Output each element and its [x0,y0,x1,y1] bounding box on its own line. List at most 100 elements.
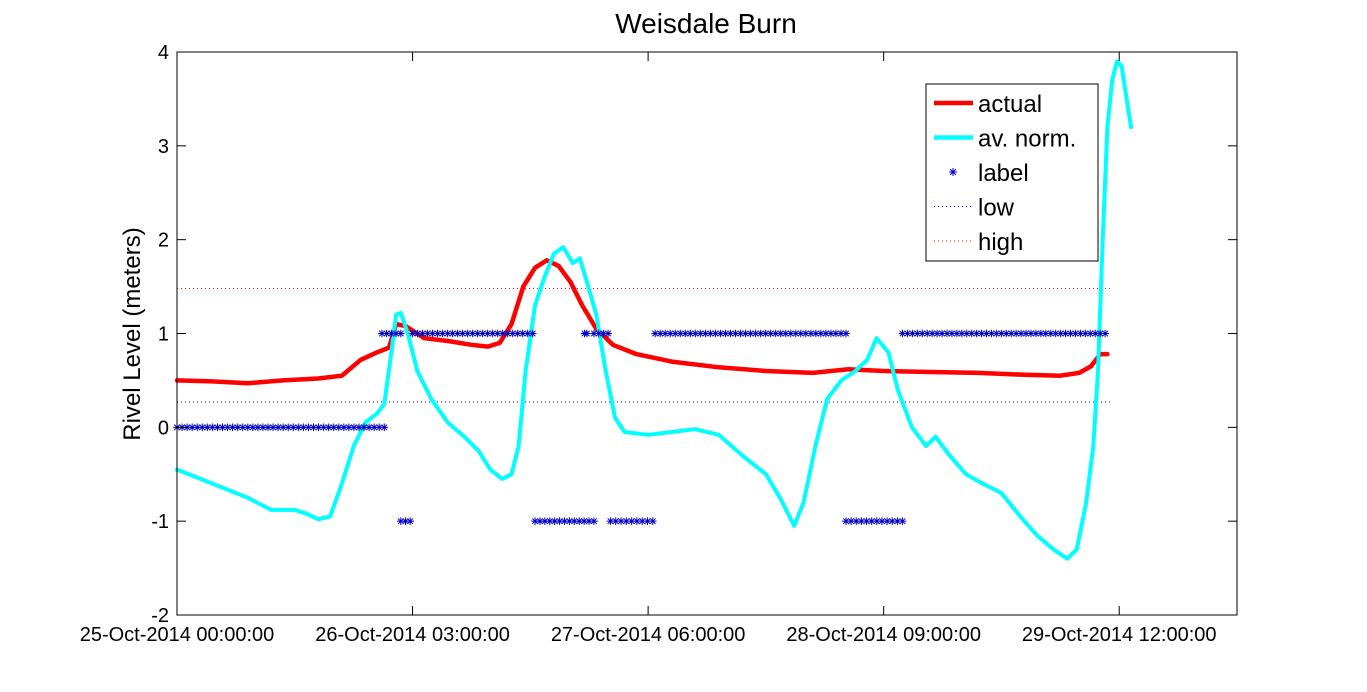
label-marker [908,329,917,338]
label-marker [183,423,191,432]
x-tick-label: 25-Oct-2014 00:00:00 [80,624,275,646]
label-marker [933,329,941,338]
label-marker [555,517,564,525]
label-marker [701,329,710,338]
label-marker [696,329,705,338]
label-marker [1042,329,1050,338]
label-marker [289,423,298,432]
label-marker [938,329,946,338]
label-marker [279,423,287,432]
label-marker [888,517,897,525]
label-marker [1061,329,1070,338]
label-marker [531,517,539,525]
label-marker [340,423,348,432]
label-marker [671,329,680,338]
x-tick-label: 26-Oct-2014 03:00:00 [315,624,510,646]
label-marker [1076,329,1085,338]
label-marker [463,329,472,338]
legend-item-av-norm: av. norm. [934,126,1076,153]
label-marker [791,329,800,338]
label-marker [1056,329,1065,338]
label-marker [918,329,927,338]
label-marker [1002,329,1011,338]
label-marker [503,329,512,338]
label-marker [676,329,685,338]
series-line-av-norm [175,59,1133,561]
label-marker [893,517,902,525]
label-marker [1046,329,1055,338]
label-marker [852,517,861,525]
label-marker [691,329,700,338]
label-marker [392,329,400,338]
legend-item-actual: actual [934,91,1042,118]
label-marker [1012,329,1020,338]
label-marker [401,517,410,525]
label-marker [518,329,527,338]
label-marker [396,517,405,525]
label-marker [378,329,386,338]
legend-label: high [978,229,1023,256]
label-marker [299,423,308,432]
label-marker [233,423,242,432]
label-marker [898,517,907,525]
label-marker [274,423,282,432]
series-lines [174,59,1133,561]
label-marker [967,329,976,338]
label-marker [948,329,956,338]
legend-label: actual [978,91,1042,118]
label-marker [741,329,750,338]
label-marker [928,329,936,338]
axes: 4 3 2 1 0 -1 -225-Oct-2014 00:00:00 26-Oct-2014… [80,42,1237,646]
label-marker [585,517,593,525]
label-marker [438,329,447,338]
label-marker [958,329,966,338]
label-marker [867,517,876,525]
label-marker [1071,329,1080,338]
label-marker [550,517,559,525]
y-tick-label: 2 [158,230,169,252]
label-marker [873,517,881,525]
label-marker [396,329,405,338]
label-marker [370,423,378,432]
label-marker [972,329,981,338]
label-marker [706,329,715,338]
y-tick-label: -1 [151,511,169,533]
label-marker [997,329,1006,338]
y-tick-label: 0 [158,417,169,439]
label-marker [766,329,775,338]
label-marker [736,329,745,338]
label-marker [218,423,227,432]
label-marker [590,329,598,338]
label-marker [953,329,961,338]
label-marker [883,517,891,525]
label-marker [731,329,740,338]
label-markers [173,329,1109,525]
label-marker [761,329,770,338]
label-marker [638,517,647,525]
label-marker [570,517,579,525]
x-tick-label: 27-Oct-2014 06:00:00 [551,624,746,646]
label-marker [382,329,391,338]
label-marker [560,517,569,525]
label-marker [898,329,907,338]
label-marker [334,423,343,432]
label-marker [992,329,1001,338]
label-marker [565,517,574,525]
label-marker [314,423,323,432]
label-marker [746,329,755,338]
label-marker [423,329,432,338]
label-marker [213,423,222,432]
label-marker [408,329,417,338]
label-marker [428,329,437,338]
legend-item-label: label [949,160,1029,187]
series-line-actual [174,258,1110,386]
label-marker [903,329,912,338]
label-marker [536,517,544,525]
label-marker [228,423,237,432]
label-marker [807,329,815,338]
label-marker [686,329,695,338]
label-marker [590,517,598,525]
label-marker [488,329,497,338]
label-marker [977,329,986,338]
label-marker [661,329,670,338]
